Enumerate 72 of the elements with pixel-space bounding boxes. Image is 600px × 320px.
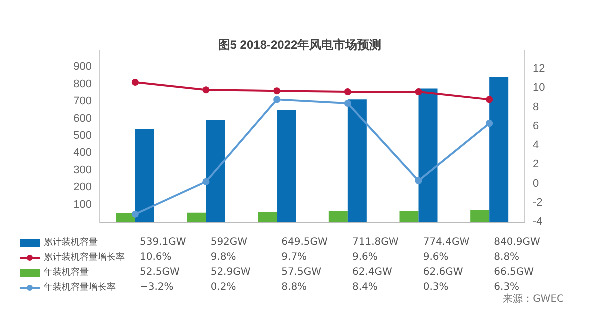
data-label: 9.6% (423, 251, 449, 265)
legend-label: 年装机容量增长率 (44, 282, 116, 295)
data-label: 8.4% (352, 281, 378, 295)
y-tick-label: 500 (74, 130, 92, 142)
data-label: 8.8% (282, 281, 308, 295)
y-tick-label: 900 (74, 61, 92, 74)
data-label: 539.1GW (140, 236, 186, 250)
chart-title: 图5 2018-2022年风电市场预测 (218, 38, 382, 52)
data-label: 52.9GW (210, 266, 251, 280)
bar (206, 120, 226, 222)
y-tick-label: 700 (74, 96, 92, 108)
data-label: 62.4GW (352, 266, 392, 280)
point (202, 178, 210, 186)
data-label: 711.8GW (352, 236, 399, 250)
point (415, 88, 422, 96)
bar (348, 100, 367, 222)
point (344, 100, 352, 108)
data-label: 8.8% (494, 251, 520, 265)
legend-label: 累计装机容量 (44, 236, 98, 250)
bar (470, 210, 490, 222)
point (486, 96, 494, 104)
data-label: 57.5GW (282, 266, 322, 280)
y2-tick-label: 0 (533, 178, 540, 190)
bar (277, 110, 296, 222)
legend-label: 年装机容量 (44, 266, 89, 280)
point (202, 86, 210, 94)
data-label: 9.7% (282, 251, 308, 265)
y2-tick-label: 12 (533, 63, 546, 76)
y-tick-label: 400 (74, 147, 92, 160)
data-label: 0.2% (210, 281, 236, 295)
y-tick-label: 100 (74, 198, 92, 211)
y2-tick-label: 8 (533, 101, 540, 114)
bar (400, 211, 419, 222)
data-label: 62.6GW (423, 266, 464, 280)
data-label: 9.6% (352, 251, 378, 265)
y2-tick-label: -2 (533, 196, 543, 209)
point (132, 210, 139, 218)
point (274, 96, 281, 104)
source-note: 来源：GWEC (503, 292, 564, 306)
y-tick-label: 200 (74, 182, 92, 194)
y2-tick-label: 6 (533, 120, 540, 132)
y2-tick-label: -4 (533, 216, 543, 228)
data-label: 0.3% (423, 281, 449, 295)
data-label: 66.5GW (494, 266, 534, 280)
data-label: 840.9GW (494, 236, 540, 250)
legend-label: 累计装机容量增长率 (44, 252, 125, 265)
data-label: 9.8% (210, 251, 236, 265)
y2-tick-label: 2 (533, 158, 540, 171)
bar (258, 212, 278, 222)
data-label: 52.5GW (140, 266, 180, 280)
bar (135, 129, 154, 222)
y-tick-label: 300 (74, 164, 92, 176)
bar (328, 211, 348, 222)
data-label: −3.2% (140, 281, 174, 295)
data-label: 592GW (210, 236, 248, 250)
data-label: 6.3% (494, 281, 520, 294)
point (415, 177, 422, 184)
bar (187, 212, 206, 222)
y2-tick-label: 10 (533, 82, 546, 94)
y-tick-label: 800 (74, 78, 92, 90)
point (344, 88, 352, 96)
data-label: 774.4GW (423, 236, 470, 250)
data-label: 10.6% (140, 251, 172, 265)
y-tick-label: 600 (74, 112, 92, 125)
bar (116, 212, 136, 222)
point (274, 88, 281, 95)
point (132, 78, 139, 86)
bar (418, 88, 438, 222)
point (486, 120, 494, 128)
bar (490, 77, 509, 222)
y2-tick-label: 4 (533, 140, 540, 152)
data-label: 649.5GW (282, 236, 328, 250)
